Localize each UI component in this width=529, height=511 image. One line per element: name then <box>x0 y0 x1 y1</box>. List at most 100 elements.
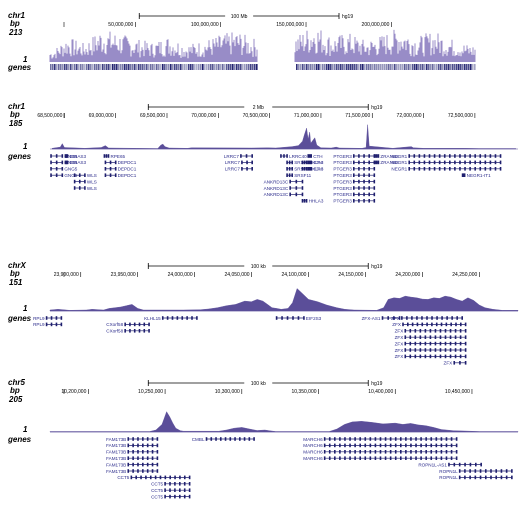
gene-exon <box>433 160 436 165</box>
gene-exon <box>464 341 467 346</box>
x-tick-label: 200,000,000 <box>362 22 390 28</box>
gene-exon <box>431 316 433 320</box>
gene-label: GNG5 <box>64 160 77 165</box>
gene-density-mark <box>212 64 214 70</box>
gene-exon <box>358 199 360 203</box>
gene-density-mark <box>326 64 328 70</box>
gene-density-mark <box>296 64 298 70</box>
gene-exon <box>449 335 452 339</box>
gene-exon <box>459 329 462 333</box>
gene-exon <box>404 329 407 333</box>
gene-exon <box>183 482 186 486</box>
gene-exon <box>405 437 407 441</box>
gene-exon <box>251 160 253 165</box>
gene-density-mark <box>50 64 52 70</box>
gene-exon <box>303 199 306 203</box>
gene-exon <box>344 443 346 448</box>
gene-exon <box>127 437 130 441</box>
gene-exon <box>339 456 341 460</box>
gene-exon <box>151 443 154 448</box>
gene-exon <box>424 348 427 352</box>
gene-exon <box>368 160 370 165</box>
gene-exon <box>373 192 376 197</box>
gene-exon <box>401 316 403 320</box>
gene-exon <box>154 475 157 480</box>
gene-exon <box>146 469 149 473</box>
gene-density-mark <box>196 64 198 70</box>
gene-exon <box>364 437 367 441</box>
gene-density-mark <box>190 64 192 70</box>
gene-density-mark <box>236 64 238 70</box>
gene-density-mark <box>358 64 360 70</box>
gene-exon <box>307 160 310 165</box>
gene-exon <box>334 437 336 441</box>
gene-density-mark <box>460 64 462 70</box>
gene-exon <box>132 443 134 448</box>
gene-exon <box>414 329 417 333</box>
gene-exon <box>368 186 370 190</box>
gene-exon <box>142 456 144 460</box>
gene-exon <box>169 475 171 480</box>
gene-density-mark <box>318 64 320 70</box>
gene-exon <box>286 160 288 165</box>
gene-density-mark <box>350 64 352 70</box>
gene-exon <box>414 335 417 339</box>
gene-exon <box>413 160 416 165</box>
gene-label: DIRAS3 <box>69 154 86 159</box>
gene-exon <box>438 160 441 165</box>
gene-density-mark <box>244 64 246 70</box>
gene-label: PTGER3 <box>333 192 352 197</box>
gene-density-mark <box>54 64 56 70</box>
gene-exon <box>377 160 380 165</box>
gene-density-mark <box>186 64 188 70</box>
gene-exon <box>352 192 355 197</box>
gene-exon <box>374 456 377 460</box>
gene-exon <box>291 160 294 165</box>
gene-exon <box>484 167 487 171</box>
gene-density-mark <box>422 64 424 70</box>
gene-exon <box>505 469 508 473</box>
gene-exon <box>334 450 336 454</box>
gene-exon <box>404 354 407 359</box>
gene-exon <box>454 341 457 346</box>
gene-label: ROPN1L <box>439 469 458 474</box>
gene-exon <box>490 469 492 473</box>
gene-exon <box>429 329 432 333</box>
gene-exon <box>368 154 370 158</box>
gene-exon <box>438 154 441 158</box>
gene-exon <box>384 443 387 448</box>
gene-density-mark <box>360 64 362 70</box>
gene-exon <box>429 348 432 352</box>
gene-exon <box>137 450 139 454</box>
gene-exon <box>288 173 291 177</box>
coverage-area <box>49 288 519 312</box>
panel-unit-label: bp <box>10 386 20 395</box>
gene-exon <box>286 154 288 158</box>
gene-label: PTGER3 <box>333 154 352 159</box>
gene-density-mark <box>252 64 254 70</box>
gene-exon <box>174 482 176 486</box>
gene-exon <box>176 316 179 320</box>
gene-exon <box>459 167 461 171</box>
gene-label: NEGR1 <box>391 160 407 165</box>
gene-exon <box>210 437 213 441</box>
gene-density-mark <box>108 64 110 70</box>
gene-density-mark <box>348 64 350 70</box>
gene-exon <box>305 199 308 203</box>
gene-exon <box>358 173 360 177</box>
gene-exon <box>133 322 136 327</box>
gene-exon <box>381 316 384 320</box>
gene-density-mark <box>304 64 306 70</box>
gene-exon <box>374 437 377 441</box>
gene-exon <box>408 167 411 171</box>
gene-label: GNG5 <box>64 173 77 178</box>
gene-exon <box>109 167 112 171</box>
gene-density-mark <box>62 64 64 70</box>
gene-exon <box>429 335 432 339</box>
gene-exon <box>292 316 294 320</box>
gene-exon <box>66 154 69 158</box>
gene-density-mark <box>124 64 126 70</box>
gene-exon <box>129 329 131 333</box>
gene-density-mark <box>214 64 216 70</box>
gene-density-mark <box>234 64 236 70</box>
